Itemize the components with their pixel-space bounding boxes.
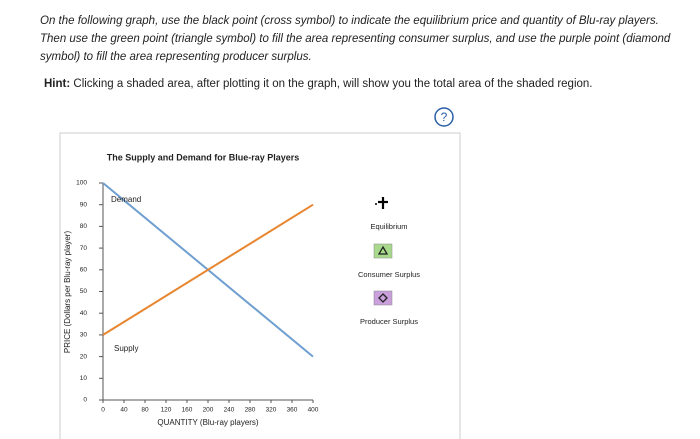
x-tick-label: 400: [308, 407, 319, 414]
tool-dot: [375, 203, 377, 205]
tool-triangle[interactable]: [377, 245, 389, 255]
y-tick-label: 10: [80, 375, 88, 382]
series-label: Demand: [111, 195, 141, 204]
series-line: [102, 203, 314, 336]
x-tick-label: 0: [101, 407, 105, 414]
tool-box[interactable]: [373, 290, 393, 306]
tool-label: Producer Surplus: [360, 317, 418, 326]
y-tick-label: 20: [80, 353, 88, 360]
y-tick-label: 70: [80, 245, 88, 252]
x-tick-label: 280: [245, 407, 256, 414]
hint: Hint: Clicking a shaded area, after plot…: [44, 78, 593, 90]
tool-label: Consumer Surplus: [358, 270, 420, 279]
y-tick-label: 80: [80, 223, 88, 230]
series-label: Supply: [114, 344, 138, 353]
y-tick-label: 50: [80, 288, 88, 295]
hint-text: Clicking a shaded area, after plotting i…: [73, 78, 593, 90]
tool-diamond[interactable]: [378, 293, 388, 303]
chart-title: The Supply and Demand for Blue-ray Playe…: [107, 152, 300, 162]
y-tick-label: 60: [80, 267, 88, 274]
hint-label: Hint:: [44, 78, 71, 90]
y-tick-label: 100: [76, 180, 87, 187]
help-icon[interactable]: ?: [441, 110, 448, 124]
y-axis-label: PRICE (Dollars per Blu-ray player): [63, 231, 72, 354]
help-button[interactable]: [434, 107, 454, 127]
x-tick-label: 120: [161, 407, 172, 414]
x-tick-label: 80: [141, 407, 149, 414]
y-tick-label: 40: [80, 310, 88, 317]
x-tick-label: 240: [224, 407, 235, 414]
x-tick-label: 160: [182, 407, 193, 414]
x-axis-label: QUANTITY (Blu-ray players): [157, 418, 259, 427]
chart-frame: [59, 132, 461, 439]
x-tick-label: 200: [203, 407, 214, 414]
tool-label: Equilibrium: [370, 222, 407, 231]
y-tick-label: 30: [80, 332, 88, 339]
x-tick-label: 360: [287, 407, 298, 414]
x-tick-label: 320: [266, 407, 277, 414]
instructions: On the following graph, use the black po…: [40, 15, 671, 63]
x-tick-label: 40: [120, 407, 128, 414]
y-tick-label: 90: [80, 201, 88, 208]
y-tick-label: 0: [83, 397, 87, 404]
